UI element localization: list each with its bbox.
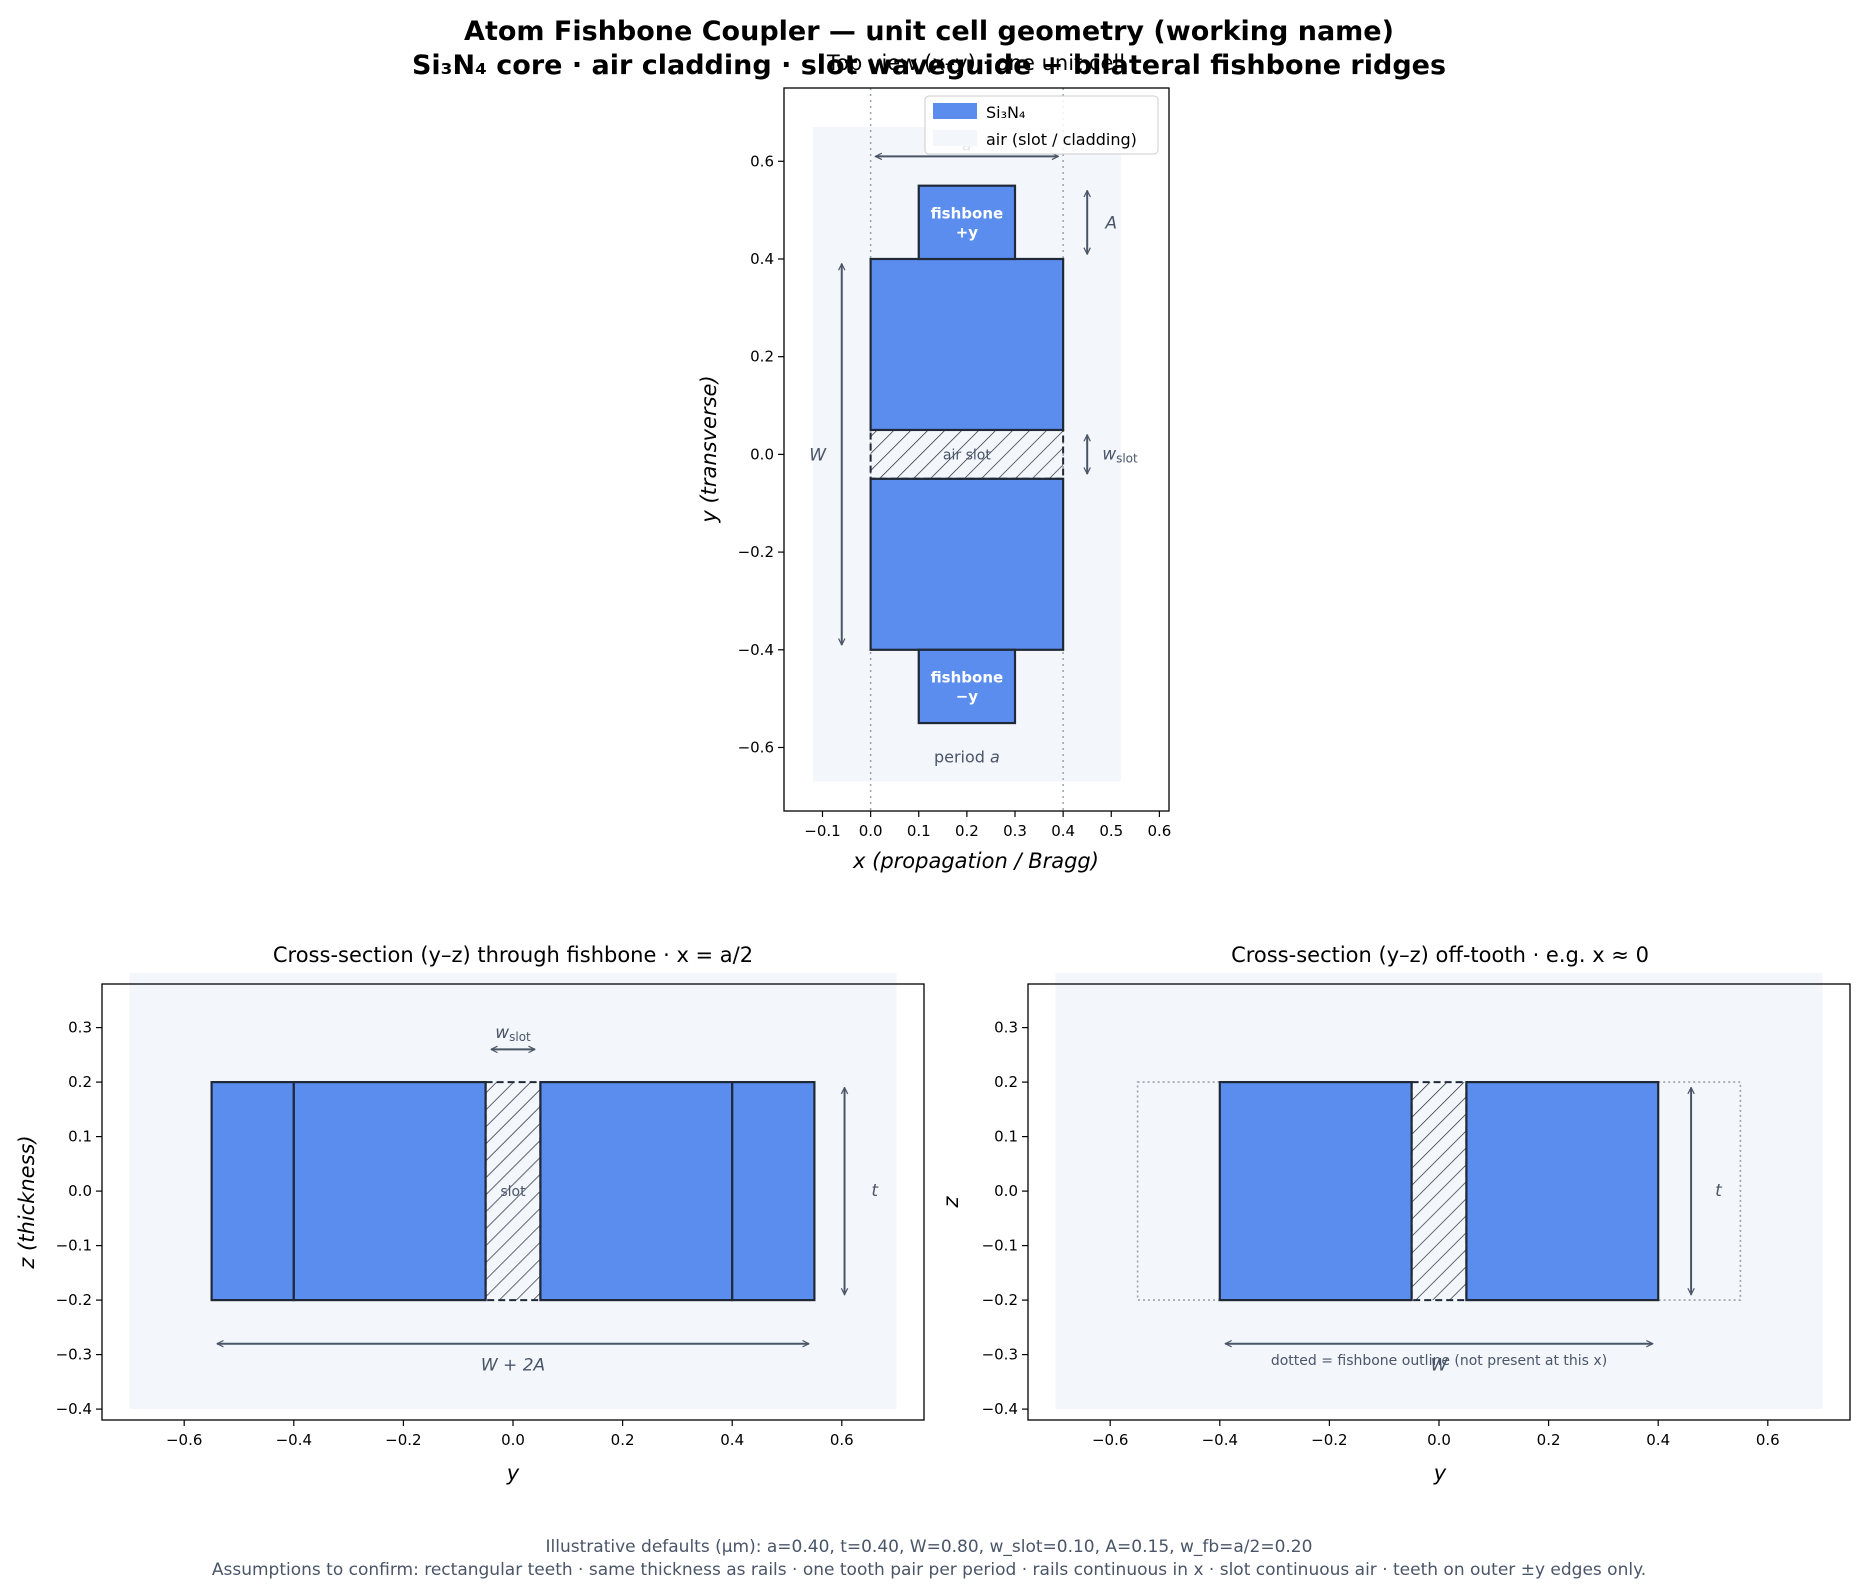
- air-slot: [1410, 1081, 1468, 1302]
- cross2-y-axis-label: z: [939, 1196, 963, 1209]
- cross1-xtick-label: −0.2: [385, 1431, 421, 1449]
- cross1-xtick-label: 0.0: [501, 1431, 525, 1449]
- figure-title-line2: Si₃N₄ core · air cladding · slot wavegui…: [412, 50, 1446, 81]
- top-xtick-label: 0.3: [1003, 822, 1027, 840]
- cross1-xtick-label: −0.4: [276, 1431, 312, 1449]
- legend-label-si3n4: Si₃N₄: [986, 103, 1025, 122]
- slot-label: slot: [500, 1184, 526, 1200]
- top-ytick-label: 0.6: [750, 152, 774, 170]
- cross2-xtick-label: −0.6: [1092, 1431, 1128, 1449]
- cross1-ytick-label: −0.4: [56, 1400, 92, 1418]
- cross2-ytick-label: −0.2: [982, 1291, 1018, 1309]
- top-axes-frame: [783, 87, 1170, 812]
- cross1-xtick-label: −0.6: [166, 1431, 202, 1449]
- cross2-ytick-label: 0.3: [994, 1019, 1018, 1037]
- cross2-ytick-label: −0.1: [982, 1237, 1018, 1255]
- air-slot: [484, 1081, 542, 1302]
- slot-width-label: wslot: [1102, 444, 1138, 465]
- footer-defaults: Illustrative defaults (µm): a=0.40, t=0.…: [546, 1537, 1313, 1557]
- fishbone-minus-label: −y: [956, 687, 979, 705]
- top-xtick-label: 0.2: [955, 822, 979, 840]
- top-xtick-label: 0.1: [907, 822, 931, 840]
- top-xtick-label: 0.6: [1147, 822, 1171, 840]
- top-xtick-label: 0.0: [859, 822, 883, 840]
- cross1-ytick-label: −0.1: [56, 1237, 92, 1255]
- cross2-ytick-label: 0.2: [994, 1073, 1018, 1091]
- top-y-axis-label: y (transverse): [697, 375, 721, 523]
- cross1-xtick-label: 0.6: [830, 1431, 854, 1449]
- slot-width-label: wslot: [495, 1023, 531, 1044]
- thickness-t-label: t: [1715, 1181, 1723, 1201]
- top-xtick-label: 0.4: [1051, 822, 1075, 840]
- fishbone-tooth-plus-y: [917, 184, 1017, 261]
- legend-label-air: air (slot / cladding): [986, 130, 1137, 149]
- lower-rail: [869, 477, 1065, 651]
- air-slot-label: air slot: [943, 447, 991, 463]
- fishbone-plus-label: +y: [956, 223, 979, 241]
- cross1-ytick-label: 0.1: [68, 1128, 92, 1146]
- width-W-label: W: [809, 445, 827, 465]
- cross2-ytick-label: 0.0: [994, 1182, 1018, 1200]
- cross1-y-axis-label: z (thickness): [15, 1135, 39, 1269]
- cross2-ytick-label: −0.4: [982, 1400, 1018, 1418]
- top-xtick-label: 0.5: [1099, 822, 1123, 840]
- tooth-left: [210, 1080, 295, 1302]
- cross1-ytick-label: 0.0: [68, 1182, 92, 1200]
- rail-left: [1218, 1080, 1413, 1302]
- legend-box: [924, 95, 1159, 155]
- tooth-right: [731, 1080, 816, 1302]
- air-slot: [869, 428, 1065, 480]
- footer-assumptions: Assumptions to confirm: rectangular teet…: [212, 1560, 1646, 1580]
- outline-note: dotted = fishbone outline (not present a…: [1271, 1353, 1607, 1369]
- cross2-xtick-label: −0.2: [1311, 1431, 1347, 1449]
- cross2-ytick-label: −0.3: [982, 1346, 1018, 1364]
- top-ytick-label: −0.4: [738, 641, 774, 659]
- total-width-label: W + 2A: [481, 1356, 545, 1376]
- legend-swatch-si3n4: [933, 103, 977, 119]
- top-ytick-label: −0.6: [738, 738, 774, 756]
- fishbone-tooth-minus-y: [917, 648, 1017, 725]
- cross1-ytick-label: 0.2: [68, 1073, 92, 1091]
- cross1-panel-title: Cross-section (y–z) through fishbone · x…: [273, 943, 753, 967]
- cross2-x-axis-label: y: [1433, 1461, 1447, 1485]
- cross1-ytick-label: 0.3: [68, 1019, 92, 1037]
- fishbone-minus-label: fishbone: [931, 668, 1004, 686]
- top-ytick-label: 0.0: [750, 445, 774, 463]
- tooth-height-A-label: A: [1104, 213, 1117, 233]
- figure-title-line1: Atom Fishbone Coupler — unit cell geomet…: [464, 16, 1394, 47]
- legend: Si₃N₄ air (slot / cladding): [924, 95, 1159, 155]
- cross1-ytick-label: −0.2: [56, 1291, 92, 1309]
- period-label: period a: [934, 747, 1000, 766]
- top-x-axis-label: x (propagation / Bragg): [852, 849, 1099, 873]
- width-W-label: W: [1431, 1356, 1449, 1376]
- cross2-xtick-label: 0.2: [1537, 1431, 1561, 1449]
- upper-rail: [869, 257, 1065, 432]
- top-panel-title: Top view (x–y) · one unit cell: [826, 51, 1125, 75]
- top-xtick-label: −0.1: [804, 822, 840, 840]
- top-ytick-label: −0.2: [738, 543, 774, 561]
- rail-right: [1465, 1080, 1660, 1302]
- cross2-panel-title: Cross-section (y–z) off-tooth · e.g. x ≈…: [1231, 943, 1649, 967]
- cross2-xtick-label: −0.4: [1202, 1431, 1238, 1449]
- cross-section-off-tooth-panel: Cross-section (y–z) off-tooth · e.g. x ≈…: [939, 943, 1851, 1485]
- cross1-ytick-label: −0.3: [56, 1346, 92, 1364]
- cross2-xtick-label: 0.4: [1646, 1431, 1670, 1449]
- top-ytick-label: 0.2: [750, 348, 774, 366]
- top-ytick-label: 0.4: [750, 250, 774, 268]
- rail-left: [292, 1080, 487, 1302]
- cross2-xtick-label: 0.0: [1427, 1431, 1451, 1449]
- cross1-xtick-label: 0.2: [611, 1431, 635, 1449]
- legend-swatch-air: [933, 130, 977, 146]
- rail-right: [539, 1080, 734, 1302]
- cross1-xtick-label: 0.4: [720, 1431, 744, 1449]
- cross2-xtick-label: 0.6: [1756, 1431, 1780, 1449]
- cross-section-fishbone-panel: Cross-section (y–z) through fishbone · x…: [15, 943, 925, 1485]
- thickness-t-label: t: [871, 1181, 879, 1201]
- top-view-panel: Top view (x–y) · one unit cell fishbone+…: [697, 51, 1171, 873]
- fishbone-plus-label: fishbone: [931, 204, 1004, 222]
- cross1-x-axis-label: y: [506, 1461, 520, 1485]
- cross2-ytick-label: 0.1: [994, 1128, 1018, 1146]
